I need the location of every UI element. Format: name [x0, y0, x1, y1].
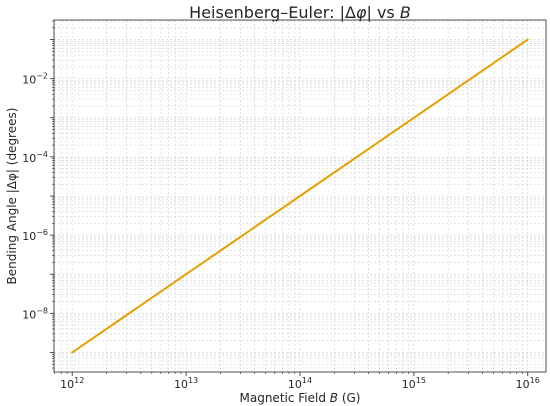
y-tick-label: 10−2 — [22, 72, 48, 87]
y-axis: 10−8 10−6 10−4 10−2 — [22, 20, 54, 369]
chart-title: Heisenberg–Euler: |Δφ| vs B — [189, 3, 411, 22]
x-tick-label: 1012 — [60, 376, 84, 391]
series-line-0 — [71, 38, 529, 354]
x-axis: 1012 1013 1014 1015 1016 — [54, 372, 540, 391]
x-tick-label: 1013 — [174, 376, 198, 391]
y-axis-label: Bending Angle |Δφ| (degrees) — [5, 108, 19, 285]
y-tick-label: 10−8 — [22, 306, 48, 321]
x-axis-label: Magnetic Field B (G) — [240, 391, 361, 405]
x-tick-label: 1016 — [516, 376, 540, 391]
grid — [54, 20, 546, 372]
x-tick-label: 1014 — [288, 376, 312, 391]
series-layer — [71, 38, 529, 354]
y-tick-label: 10−4 — [22, 150, 48, 165]
y-tick-label: 10−6 — [22, 228, 48, 243]
x-tick-label: 1015 — [402, 376, 426, 391]
